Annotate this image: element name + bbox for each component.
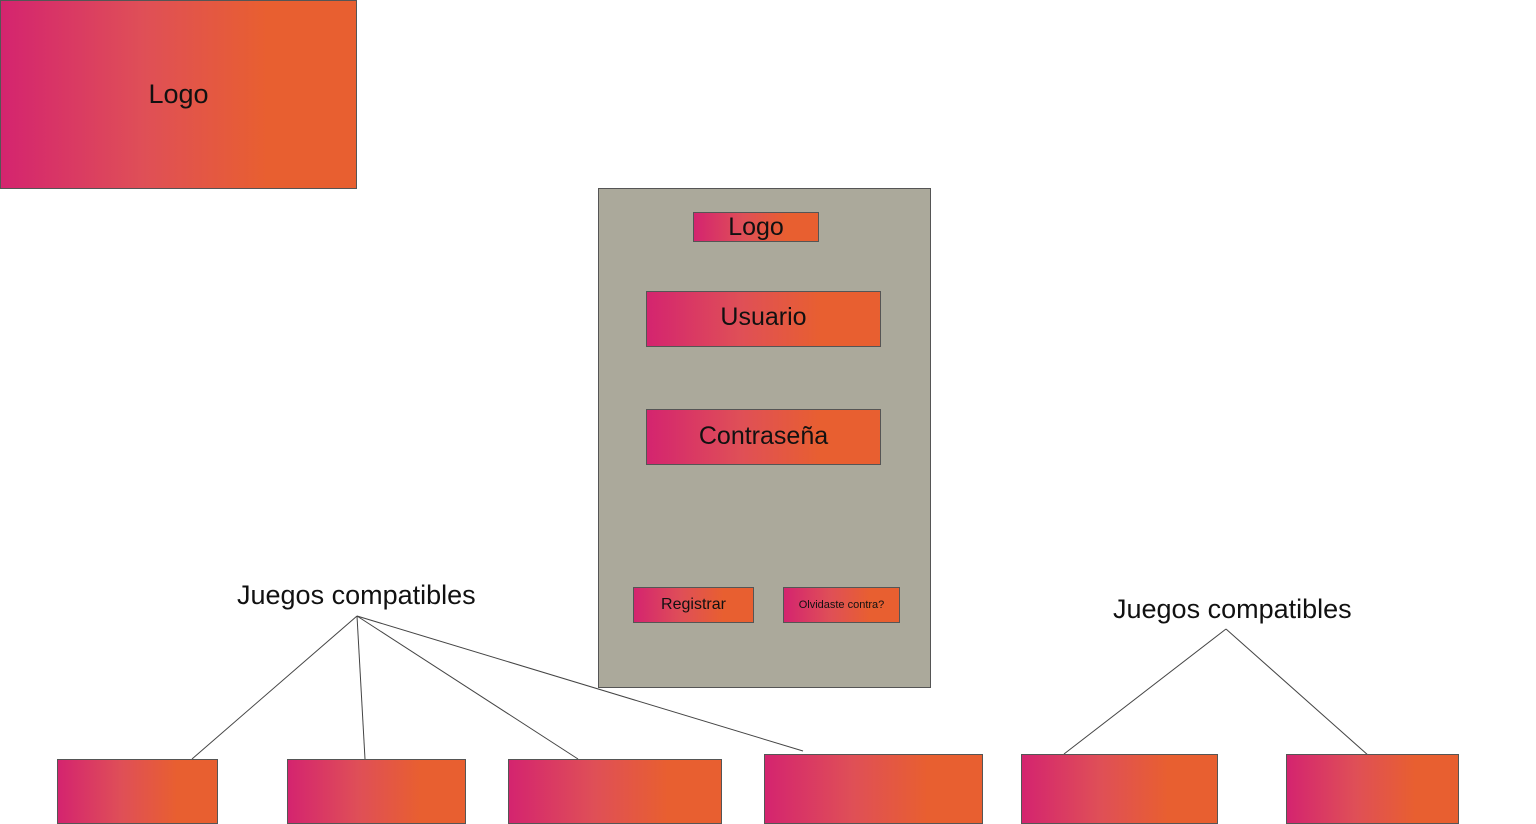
- game-box-5[interactable]: [1021, 754, 1218, 824]
- compatible-games-label-left: Juegos compatibles: [237, 580, 476, 610]
- compatible-games-label-right: Juegos compatibles: [1113, 594, 1352, 624]
- game-box-4[interactable]: [764, 754, 983, 824]
- register-button[interactable]: Registrar: [633, 587, 754, 623]
- forgot-password-button[interactable]: Olvidaste contra?: [783, 587, 900, 623]
- game-box-3[interactable]: [508, 759, 722, 824]
- connector-left-2: [356, 615, 366, 760]
- username-field[interactable]: Usuario: [646, 291, 881, 347]
- forgot-password-label: Olvidaste contra?: [798, 599, 885, 611]
- username-label: Usuario: [720, 303, 807, 331]
- game-box-1[interactable]: [57, 759, 218, 824]
- logo-large-text: Logo: [148, 79, 209, 109]
- password-field[interactable]: Contraseña: [646, 409, 881, 465]
- login-logo: Logo: [693, 212, 819, 242]
- connector-left-3: [356, 615, 579, 760]
- game-box-6[interactable]: [1286, 754, 1459, 824]
- password-label: Contraseña: [698, 422, 829, 450]
- connector-right-1: [1063, 628, 1227, 755]
- connector-right-2: [1225, 628, 1370, 757]
- login-logo-text: Logo: [728, 212, 784, 241]
- logo-large: Logo: [0, 0, 357, 189]
- register-button-label: Registrar: [661, 596, 726, 613]
- game-box-2[interactable]: [287, 759, 466, 824]
- connector-left-1: [191, 615, 358, 760]
